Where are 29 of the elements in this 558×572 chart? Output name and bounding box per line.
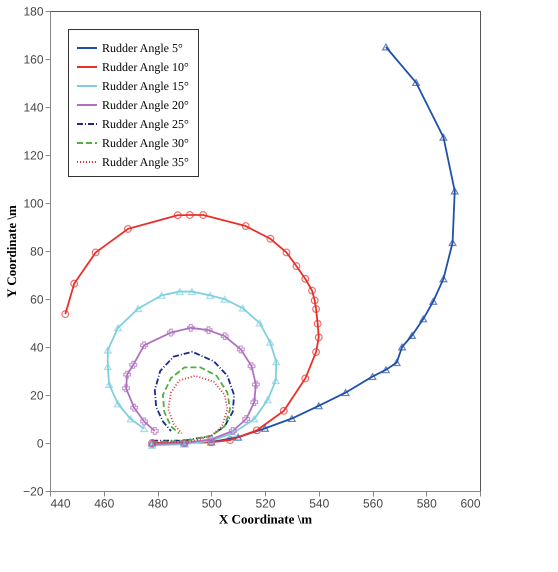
y-tick-label: 80 <box>30 244 44 258</box>
legend-label: Rudder Angle 30° <box>102 136 189 150</box>
y-tick-label: 160 <box>23 52 44 66</box>
x-tick-label: 520 <box>255 496 276 510</box>
x-tick-label: 460 <box>94 496 115 510</box>
y-tick-label: 100 <box>23 196 44 210</box>
x-tick-label: 480 <box>148 496 168 510</box>
y-tick-label: 20 <box>30 388 44 402</box>
y-axis-title: Y Coordinate \m <box>4 204 20 298</box>
x-tick-label: 560 <box>362 496 384 510</box>
x-tick-label: 500 <box>202 496 222 510</box>
y-tick-label: 140 <box>23 100 44 114</box>
y-tick-label: 120 <box>23 148 44 162</box>
y-tick-label: 40 <box>30 340 44 354</box>
legend-label: Rudder Angle 25° <box>102 117 189 131</box>
legend-label: Rudder Angle 15° <box>102 79 189 93</box>
x-tick-label: 440 <box>50 496 71 510</box>
y-tick-label: 60 <box>30 292 44 306</box>
y-tick-label: 0 <box>36 436 44 450</box>
legend-label: Rudder Angle 35° <box>102 155 189 169</box>
legend-label: Rudder Angle 20° <box>102 98 189 112</box>
x-axis-title: X Coordinate \m <box>218 512 312 526</box>
x-tick-label: 600 <box>460 496 481 510</box>
y-tick-label: −20 <box>23 484 44 498</box>
y-tick-label: 180 <box>23 4 44 18</box>
legend-label: Rudder Angle 5° <box>102 41 183 55</box>
x-tick-label: 580 <box>416 496 438 510</box>
x-tick-label: 540 <box>309 496 330 510</box>
legend-label: Rudder Angle 10° <box>102 60 189 74</box>
